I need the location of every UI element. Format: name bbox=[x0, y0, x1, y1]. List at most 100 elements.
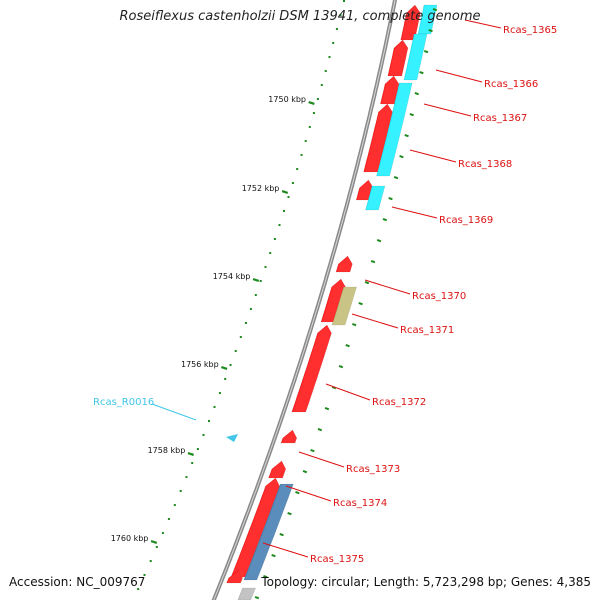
tick-dot-inner bbox=[196, 448, 199, 450]
cds-forward-8 bbox=[291, 324, 333, 413]
backbone-line bbox=[210, 0, 398, 604]
tick-dot-inner bbox=[249, 308, 252, 310]
label-leader bbox=[391, 206, 438, 219]
label-leader bbox=[298, 451, 345, 468]
cds-reverse-3-bevel bbox=[377, 83, 414, 176]
tick-dot-inner bbox=[191, 462, 194, 464]
cds-forward-1-bevel bbox=[401, 5, 422, 40]
tick-dot-inner bbox=[218, 392, 221, 394]
label-leader bbox=[151, 403, 197, 421]
tick-dash-outer bbox=[409, 113, 414, 117]
tick-dash-outer bbox=[295, 490, 300, 495]
cds-reverse-4 bbox=[365, 185, 386, 211]
major-tick bbox=[281, 189, 289, 194]
tick-dot-inner bbox=[296, 168, 299, 170]
label-leader bbox=[435, 69, 483, 83]
cds-forward-2 bbox=[387, 39, 409, 77]
cds-reverse-6-bevel bbox=[244, 484, 295, 580]
tick-dot-inner bbox=[300, 154, 303, 156]
tick-label: 1750 kbp bbox=[268, 95, 306, 104]
cds-forward-10 bbox=[268, 460, 287, 479]
tick-dash-outer bbox=[302, 469, 308, 474]
cds-forward-11-bevel bbox=[232, 478, 281, 577]
tick-dot-inner bbox=[269, 252, 272, 254]
tick-label: 1756 kbp bbox=[181, 360, 219, 369]
label-leader bbox=[325, 383, 371, 401]
cds-forward-12 bbox=[226, 569, 244, 584]
tick-dot-inner bbox=[316, 98, 319, 100]
tick-dot-inner bbox=[324, 70, 327, 72]
tick-dash-outer bbox=[393, 175, 399, 180]
gene-label: Rcas_R0016 bbox=[93, 397, 154, 408]
tick-dash-outer bbox=[338, 365, 344, 369]
gene-label: Rcas_1374 bbox=[333, 498, 387, 509]
cds-forward-9-bevel bbox=[282, 430, 298, 443]
tick-dash-outer bbox=[419, 71, 424, 75]
tick-dot-inner bbox=[137, 588, 140, 590]
tick-dot-inner bbox=[304, 140, 307, 142]
tick-dash-outer bbox=[324, 406, 330, 411]
cds-forward-4-bevel bbox=[364, 104, 394, 172]
label-leader bbox=[423, 103, 472, 117]
tick-dash-outer bbox=[414, 92, 419, 96]
gene-label: Rcas_1370 bbox=[412, 291, 466, 302]
major-tick bbox=[150, 540, 158, 544]
cds-reverse-2 bbox=[403, 33, 428, 81]
gene-label: Rcas_1372 bbox=[372, 397, 426, 408]
tick-dash-outer bbox=[279, 533, 284, 537]
tick-label: 1754 kbp bbox=[213, 272, 251, 281]
tick-dot-inner bbox=[173, 504, 176, 506]
cds-reverse-3 bbox=[376, 82, 414, 177]
tick-dash-outer bbox=[254, 596, 260, 600]
tick-dash-outer bbox=[345, 343, 350, 348]
gene-label: Rcas_1368 bbox=[458, 159, 512, 170]
tick-dash-outer bbox=[428, 29, 433, 33]
cds-forward-8-bevel bbox=[292, 325, 333, 412]
label-leader bbox=[285, 485, 332, 502]
cds-reverse-2-bevel bbox=[404, 34, 428, 80]
tick-dot-inner bbox=[278, 224, 281, 226]
tick-dash-outer bbox=[382, 218, 388, 222]
tick-label: 1758 kbp bbox=[148, 446, 186, 455]
tick-dash-outer bbox=[271, 554, 276, 558]
gene-label: Rcas_1367 bbox=[473, 113, 527, 124]
gene-label: Rcas_1373 bbox=[346, 464, 400, 475]
label-leader bbox=[262, 542, 309, 558]
rna-feature-marker bbox=[226, 434, 238, 442]
cds-forward-3 bbox=[380, 75, 400, 105]
label-leader bbox=[464, 19, 502, 29]
tick-dash-outer bbox=[388, 197, 393, 201]
tick-dot-inner bbox=[339, 14, 342, 16]
tick-label: 1752 kbp bbox=[242, 184, 280, 193]
tick-dot-inner bbox=[185, 476, 188, 478]
gene-label: Rcas_1366 bbox=[484, 79, 538, 90]
tick-dot-inner bbox=[244, 322, 247, 324]
tick-dot-inner bbox=[332, 42, 335, 44]
tick-dot-inner bbox=[213, 406, 216, 408]
tick-dash-outer bbox=[310, 448, 315, 453]
major-tick bbox=[252, 278, 260, 282]
tick-dot-inner bbox=[264, 266, 267, 268]
tick-dash-outer bbox=[358, 301, 363, 306]
gene-label: Rcas_1371 bbox=[400, 325, 454, 336]
tick-dot-inner bbox=[254, 294, 257, 296]
gene-label: Rcas_1365 bbox=[503, 25, 557, 36]
cds-forward-9 bbox=[280, 429, 298, 444]
tick-dot-inner bbox=[328, 56, 331, 58]
label-leader bbox=[364, 279, 411, 295]
label-leader bbox=[409, 149, 457, 163]
cds-forward-6-bevel bbox=[337, 256, 354, 272]
tick-dot-inner bbox=[259, 280, 262, 282]
tick-dot-inner bbox=[155, 546, 158, 548]
cds-reverse-1 bbox=[417, 4, 438, 35]
tick-dash-outer bbox=[352, 323, 357, 327]
cds-forward-3-bevel bbox=[381, 76, 400, 104]
tick-dash-outer bbox=[376, 239, 382, 243]
tick-dash-outer bbox=[317, 428, 323, 432]
tick-dash-outer bbox=[364, 280, 370, 285]
tick-dot-inner bbox=[234, 350, 237, 352]
tick-dot-inner bbox=[179, 490, 182, 492]
tick-dot-inner bbox=[224, 378, 227, 380]
cds-reverse-7-bevel bbox=[238, 588, 257, 600]
